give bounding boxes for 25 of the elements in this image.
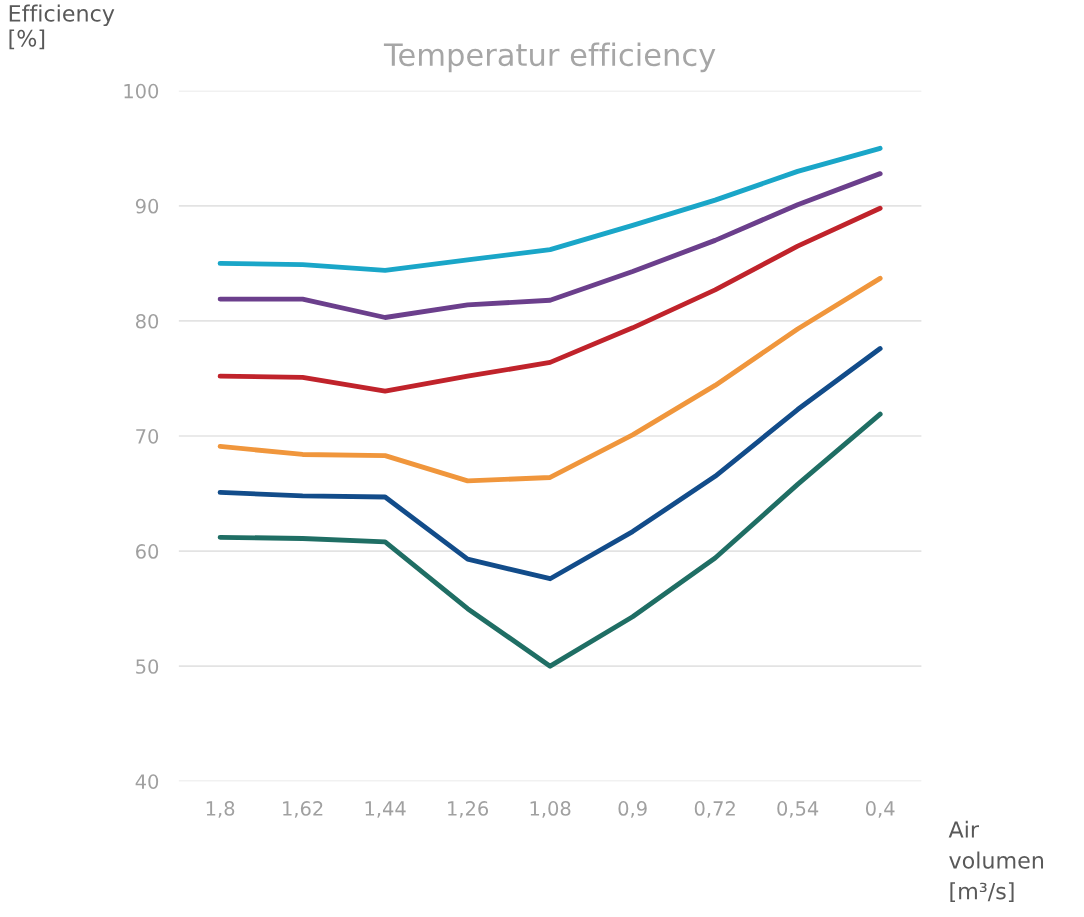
line-series: [217, 171, 883, 320]
y-tick-label: 100: [124, 83, 159, 99]
x-tick-label: 1,26: [448, 801, 489, 818]
y-tick-label: 70: [136, 428, 159, 444]
line-series: [217, 275, 883, 484]
y-tick-label: 90: [135, 198, 159, 214]
x-tick-label: 0,9: [618, 801, 647, 818]
x-tick-label: 0,4: [865, 801, 895, 818]
y-tick-label: 50: [136, 659, 159, 674]
y-tick-label: 60: [136, 544, 159, 559]
y-tick-label: 80: [135, 313, 159, 329]
x-tick-label: 1,62: [283, 801, 323, 818]
x-tick-label: 0,72: [694, 801, 735, 818]
chart-title: Temperatur efficiency: [383, 42, 716, 73]
line-series: [217, 346, 883, 582]
y-axis-title: Efficiency [%]: [9, 4, 115, 50]
x-axis-title: Air volumen [m³/s]: [948, 820, 1044, 903]
x-tick-label: 1,08: [530, 801, 571, 818]
line-series: [217, 411, 883, 669]
line-series: [217, 205, 883, 394]
y-tick-label: 40: [135, 774, 159, 789]
x-tick-label: 0,54: [777, 801, 819, 818]
x-tick-label: 1,8: [206, 801, 235, 818]
line-series: [217, 145, 883, 273]
x-tick-label: 1,44: [365, 801, 406, 818]
